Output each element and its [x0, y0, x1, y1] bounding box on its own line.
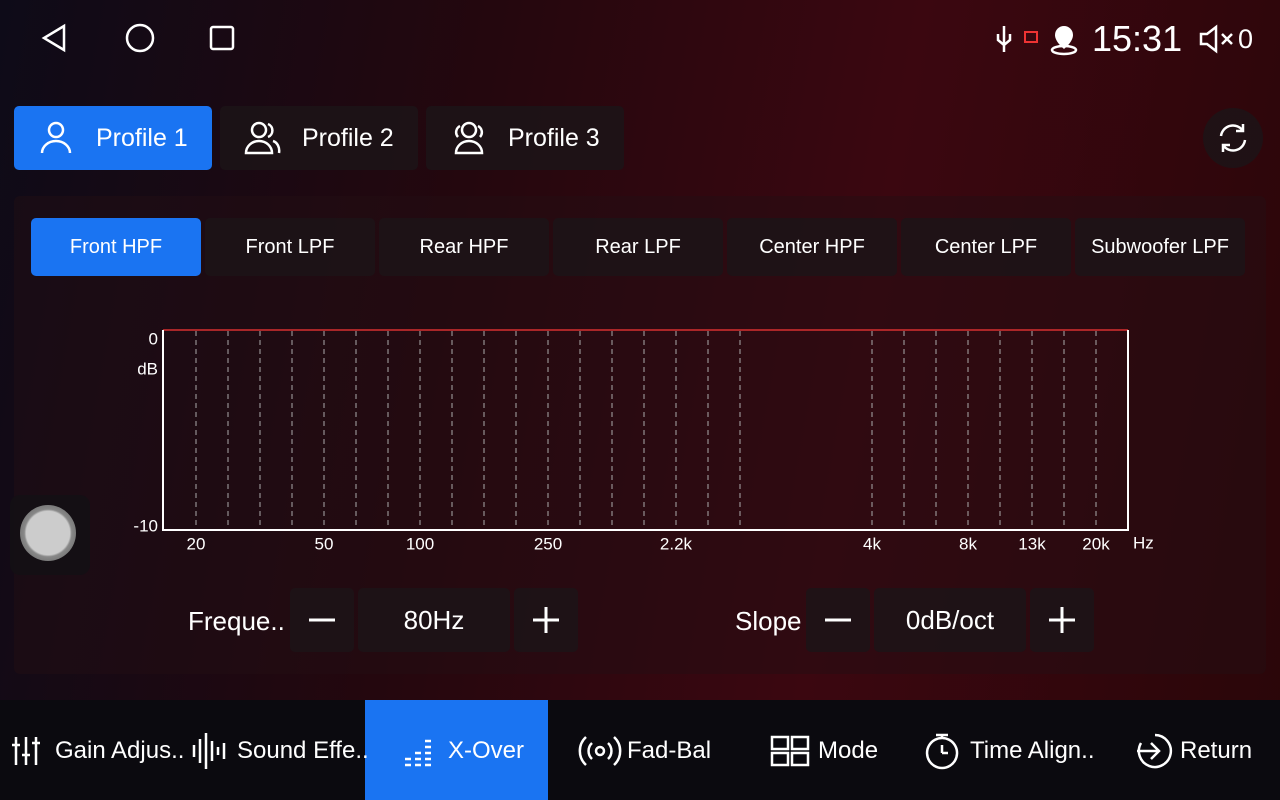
decrease-button[interactable]: [290, 588, 354, 652]
nav-item[interactable]: Gain Adjus..: [55, 737, 185, 764]
floating-button-knob: [20, 505, 76, 561]
nav-icon: [770, 735, 810, 767]
profile-icon: [40, 121, 72, 154]
filter-tab[interactable]: Front LPF: [205, 218, 375, 276]
profile-tab[interactable]: Profile 2: [220, 106, 418, 170]
minus-icon: [825, 618, 851, 622]
nav-icon: [1137, 733, 1173, 769]
filter-tab[interactable]: Rear HPF: [379, 218, 549, 276]
status-icons: [996, 26, 1078, 56]
filter-tab-label: Rear LPF: [595, 235, 681, 258]
nav-recent[interactable]: [209, 25, 237, 53]
decrease-button[interactable]: [806, 588, 870, 652]
minus-icon: [309, 618, 335, 622]
plus-icon: [1049, 607, 1075, 633]
x-axis-label: 20k: [1082, 534, 1110, 553]
frequency-value: 80Hz: [358, 588, 510, 652]
profile-icon: [454, 121, 484, 155]
profile-label: Profile 3: [508, 123, 600, 152]
value-text: 0dB/oct: [905, 604, 995, 635]
filter-tab[interactable]: Center HPF: [727, 218, 897, 276]
filter-tab-label: Rear HPF: [419, 235, 509, 258]
x-axis-label: 13k: [1018, 534, 1046, 553]
profile-label: Profile 2: [302, 123, 394, 152]
refresh-button[interactable]: [1203, 108, 1263, 168]
refresh-icon: [1219, 124, 1247, 152]
increase-button[interactable]: [514, 588, 578, 652]
graph-frame: [162, 330, 1129, 531]
x-axis-label: 100: [406, 534, 434, 553]
nav-item[interactable]: Mode: [818, 737, 879, 764]
nav-icon-shape: [1137, 733, 1173, 769]
filter-tab[interactable]: Rear LPF: [553, 218, 723, 276]
bottom-nav: [0, 700, 1280, 800]
volume-level: 0: [1238, 24, 1254, 54]
x-axis-label: 4k: [863, 534, 881, 553]
nav-icon-shape: [770, 735, 810, 767]
filter-tab[interactable]: Subwoofer LPF: [1075, 218, 1245, 276]
x-axis-label: 250: [534, 534, 562, 553]
filter-tab[interactable]: Front HPF: [31, 218, 201, 276]
nav-icon: [925, 733, 959, 770]
y-axis-label: dB: [137, 359, 158, 378]
x-axis-label: 2.2k: [660, 534, 693, 553]
nav-item[interactable]: Sound Effe..: [237, 737, 369, 764]
nav-icon-shape: [405, 739, 431, 767]
value-text: 80Hz: [403, 604, 465, 635]
nav-back[interactable]: [40, 23, 70, 54]
filter-tab[interactable]: Center LPF: [901, 218, 1071, 276]
filter-tab-label: Front HPF: [69, 235, 163, 258]
filter-tab-label: Front LPF: [245, 235, 335, 258]
profile-icon: [244, 121, 281, 155]
nav-item[interactable]: Time Align..: [970, 737, 1095, 764]
frequency-label: Freque..: [188, 606, 285, 636]
plus-icon: [533, 607, 559, 633]
y-axis-label: -10: [133, 516, 158, 535]
active-nav-highlight: [365, 700, 548, 800]
filter-tab-label: Center LPF: [934, 235, 1038, 258]
y-axis-label: 0: [149, 329, 158, 348]
nav-item[interactable]: Fad-Bal: [627, 737, 712, 764]
profile-tab[interactable]: Profile 1: [14, 106, 212, 170]
nav-icon: [405, 739, 431, 767]
nav-icon: [192, 733, 226, 769]
filter-tab-label: Center HPF: [759, 235, 865, 258]
increase-button[interactable]: [1030, 588, 1094, 652]
x-axis-label: 8k: [959, 534, 977, 553]
slope-value: 0dB/oct: [874, 588, 1026, 652]
nav-icon-shape: [578, 736, 622, 766]
profile-label: Profile 1: [96, 123, 188, 152]
volume-muted-icon: [1199, 24, 1233, 54]
clock: 15:31: [1092, 18, 1183, 59]
nav-item[interactable]: Return: [1180, 737, 1253, 764]
slope-label: Slope: [735, 606, 802, 636]
x-axis-label: 50: [315, 534, 334, 553]
nav-home[interactable]: [124, 23, 156, 55]
x-axis-label: 20: [187, 534, 206, 553]
nav-icon-shape: [12, 737, 40, 765]
profile-tab[interactable]: Profile 3: [426, 106, 624, 170]
filter-tab-label: Subwoofer LPF: [1091, 235, 1229, 258]
nav-icon-shape: [192, 733, 226, 769]
nav-item[interactable]: X-Over: [448, 737, 525, 764]
x-axis-unit: Hz: [1133, 533, 1154, 552]
nav-icon-shape: [925, 733, 959, 770]
nav-icon: [578, 736, 622, 766]
nav-icon: [12, 737, 40, 765]
